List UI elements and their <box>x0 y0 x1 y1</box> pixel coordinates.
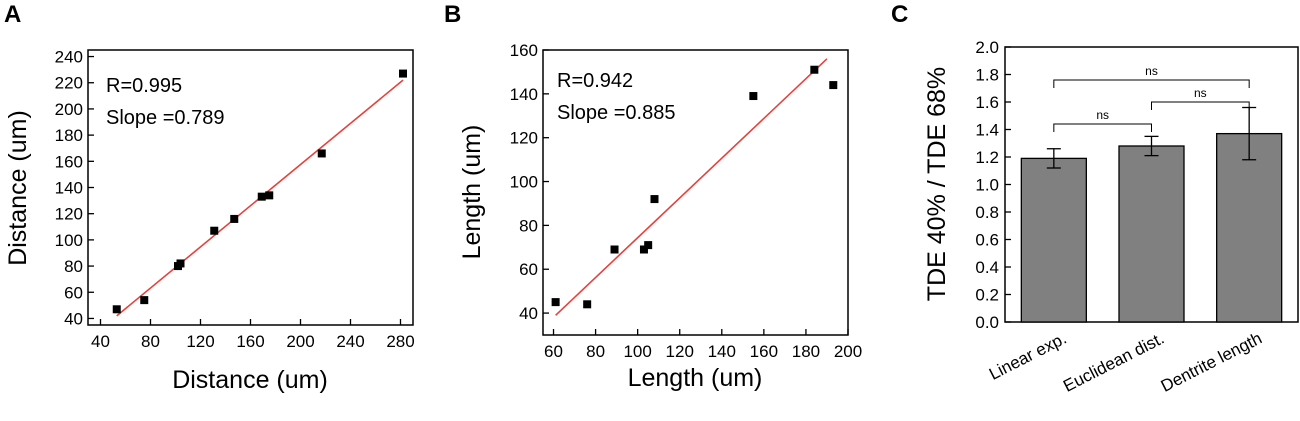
x-tick-label: 280 <box>386 332 414 351</box>
x-tick-label: 120 <box>186 332 214 351</box>
bar <box>1020 157 1087 323</box>
y-tick-label: 160 <box>510 41 538 60</box>
x-tick-label: 200 <box>834 342 862 361</box>
category-label: Dentrite length <box>1158 329 1265 396</box>
x-tick-label: 180 <box>792 342 820 361</box>
y-tick-label: 180 <box>55 126 83 145</box>
data-point <box>639 245 648 254</box>
x-tick-label: 200 <box>286 332 314 351</box>
x-axis-label-a: Distance (um) <box>172 366 328 394</box>
y-tick-label: 0.4 <box>975 258 999 277</box>
significance-bracket <box>1053 123 1152 132</box>
y-tick-label: 140 <box>55 179 83 198</box>
bar <box>1216 132 1283 323</box>
x-tick-label: 240 <box>336 332 364 351</box>
y-tick-label: 160 <box>55 152 83 171</box>
panel-c: C 0.0 0.2 0.4 0.6 0.8 1.0 1.2 1.4 1.6 1.8 2.0 ns ns… <box>891 1 1299 396</box>
y-axis-label-c: TDE 40% / TDE 68% <box>923 67 951 301</box>
y-axis-label-a: Distance (um) <box>4 110 32 266</box>
x-tick-label: 60 <box>544 342 563 361</box>
plot-frame-b <box>542 49 849 336</box>
x-tick-label: 40 <box>91 332 110 351</box>
x-axis-label-b: Length (um) <box>628 364 763 392</box>
data-point <box>210 226 219 235</box>
data-point <box>317 149 326 158</box>
x-tick-label: 140 <box>708 342 736 361</box>
y-tick-label: 0.6 <box>975 231 999 250</box>
y-tick-label: 100 <box>55 231 83 250</box>
data-point <box>176 259 185 268</box>
y-tick-label: 0.8 <box>975 203 999 222</box>
significance-label: ns <box>1096 108 1109 122</box>
y-tick-label: 60 <box>519 260 538 279</box>
data-point <box>140 296 149 305</box>
y-tick-label: 120 <box>510 129 538 148</box>
category-label: Euclidean dist. <box>1060 329 1167 396</box>
data-point <box>230 214 239 223</box>
y-tick-label: 240 <box>55 48 83 67</box>
panel-letter-a: A <box>4 1 21 28</box>
significance-label: ns <box>1145 64 1158 78</box>
panel-letter-b: B <box>444 1 461 28</box>
annotation-r-a: R=0.995 <box>106 75 182 97</box>
y-tick-label: 0.2 <box>975 286 999 305</box>
y-tick-label: 80 <box>519 216 538 235</box>
y-tick-label: 200 <box>55 100 83 119</box>
annotation-slope-a: Slope =0.789 <box>106 107 224 129</box>
data-point <box>257 192 266 201</box>
x-tick-label: 160 <box>236 332 264 351</box>
data-point <box>551 298 560 307</box>
y-tick-label: 0.0 <box>975 313 999 332</box>
data-point <box>265 191 274 200</box>
y-tick-label: 1.2 <box>975 148 999 167</box>
annotation-r-b: R=0.942 <box>557 70 633 92</box>
significance-bracket <box>1053 79 1250 88</box>
y-tick-label: 40 <box>519 304 538 323</box>
y-tick-label: 40 <box>64 309 83 328</box>
y-tick-label: 2.0 <box>975 38 999 57</box>
x-tick-label: 80 <box>586 342 605 361</box>
panel-a: A 40 80 120 160 200 240 280 40 60 80 100 120 140 160 1… <box>4 1 415 394</box>
fit-line <box>555 58 828 316</box>
bar <box>1118 145 1185 323</box>
panel-letter-c: C <box>891 1 908 28</box>
significance-bracket <box>1151 101 1250 110</box>
data-point <box>650 195 659 204</box>
panel-b: B 60 80 100 120 140 160 180 200 40 60 80 100 120 140 1… <box>444 1 862 392</box>
data-point <box>112 305 121 314</box>
annotation-slope-b: Slope =0.885 <box>557 102 675 124</box>
data-point <box>610 245 619 254</box>
y-tick-label: 1.0 <box>975 176 999 195</box>
y-tick-label: 120 <box>55 205 83 224</box>
category-label: Linear exp. <box>986 329 1070 384</box>
data-point <box>399 69 407 78</box>
y-tick-label: 1.4 <box>975 121 999 140</box>
y-tick-label: 220 <box>55 74 83 93</box>
y-tick-label: 1.6 <box>975 93 999 112</box>
x-tick-label: 100 <box>623 342 651 361</box>
y-tick-label: 100 <box>510 173 538 192</box>
y-tick-label: 80 <box>64 257 83 276</box>
data-point <box>829 81 838 90</box>
significance-label: ns <box>1194 86 1207 100</box>
data-point <box>810 65 819 74</box>
x-tick-label: 160 <box>750 342 778 361</box>
x-tick-label: 80 <box>141 332 160 351</box>
y-tick-label: 140 <box>510 85 538 104</box>
y-tick-label: 1.8 <box>975 66 999 85</box>
y-axis-label-b: Length (um) <box>458 125 486 260</box>
y-tick-label: 60 <box>64 283 83 302</box>
data-point <box>583 300 592 309</box>
data-point <box>644 241 653 250</box>
x-tick-label: 120 <box>666 342 694 361</box>
data-point <box>749 92 758 101</box>
